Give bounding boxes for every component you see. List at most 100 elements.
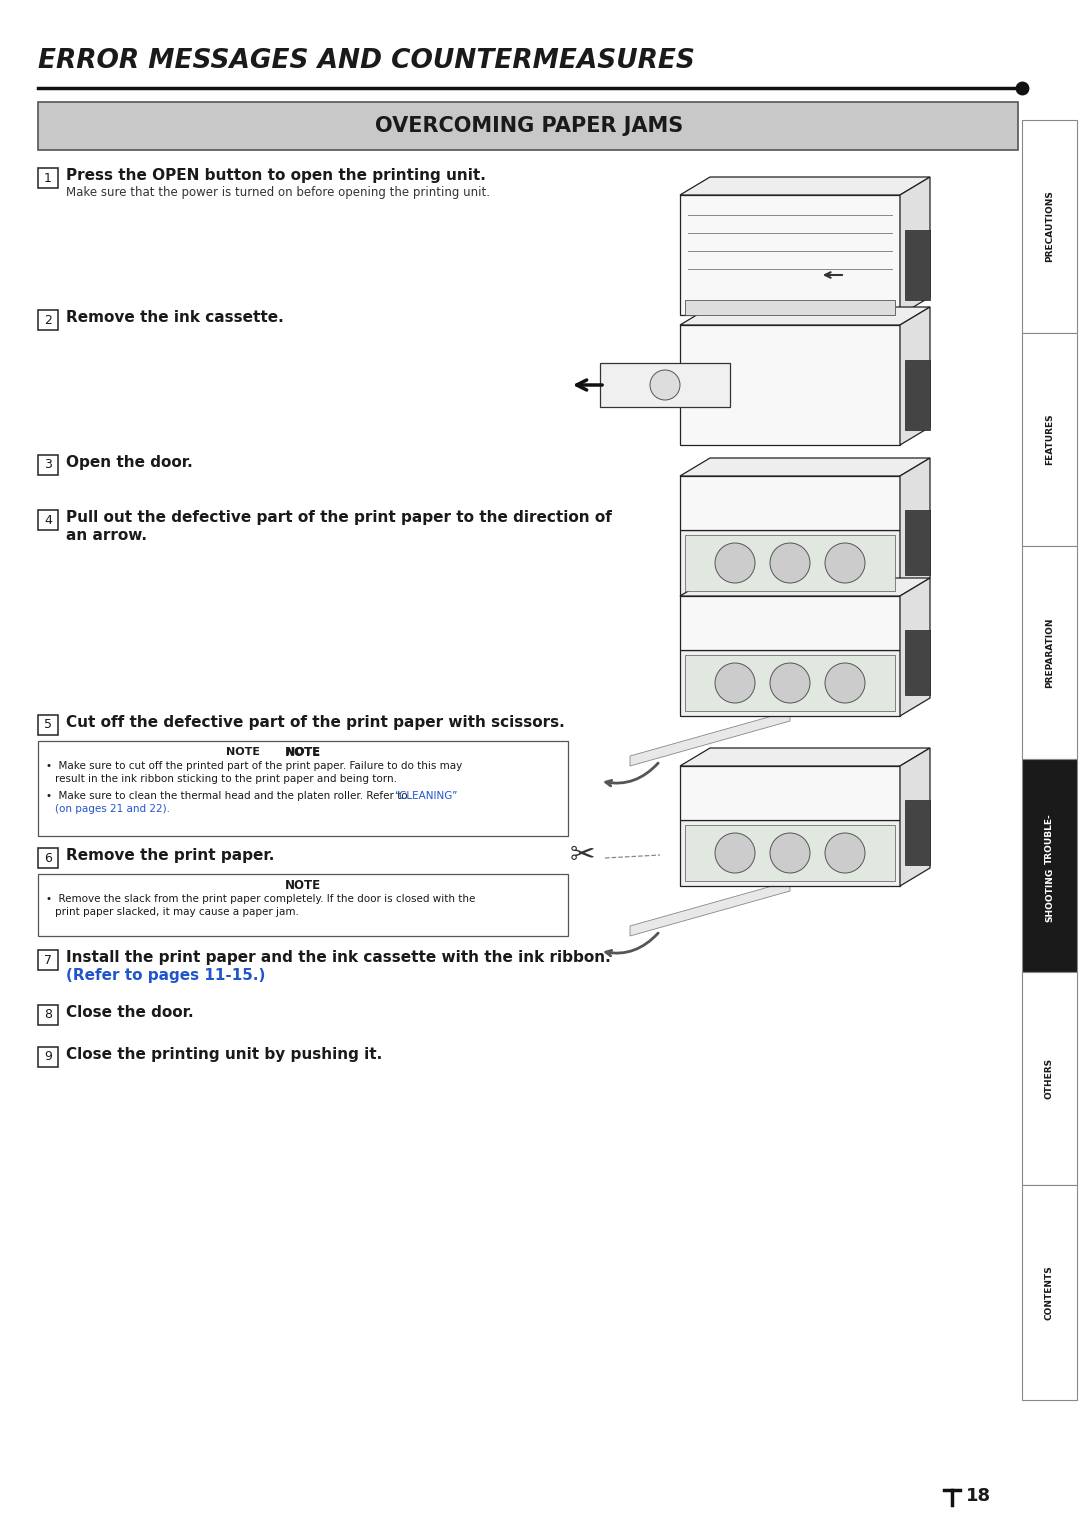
Text: •  Remove the slack from the print paper completely. If the door is closed with : • Remove the slack from the print paper … [46, 893, 475, 904]
Text: 6: 6 [44, 852, 52, 864]
Text: 8: 8 [44, 1008, 52, 1022]
Bar [38, 715, 58, 734]
Bar [38, 847, 58, 867]
Bar [905, 360, 930, 431]
Text: 9: 9 [44, 1051, 52, 1063]
Bar [680, 530, 900, 596]
Text: Pull out the defective part of the print paper to the direction of: Pull out the defective part of the print… [66, 510, 612, 525]
Text: •  Make sure to clean the thermal head and the platen roller. Refer to: • Make sure to clean the thermal head an… [46, 791, 410, 802]
Bar [905, 800, 930, 864]
Text: (on pages 21 and 22).: (on pages 21 and 22). [55, 805, 170, 814]
Bar [680, 195, 900, 315]
Bar [905, 231, 930, 299]
Bar [685, 299, 895, 315]
Polygon shape [630, 881, 789, 936]
Circle shape [770, 663, 810, 702]
Text: CONTENTS: CONTENTS [1045, 1266, 1054, 1319]
Text: Install the print paper and the ink cassette with the ink ribbon.: Install the print paper and the ink cass… [66, 950, 611, 965]
Bar [38, 455, 58, 475]
Text: PRECAUTIONS: PRECAUTIONS [1045, 191, 1054, 263]
Bar [38, 168, 58, 188]
Text: ERROR MESSAGES AND COUNTERMEASURES: ERROR MESSAGES AND COUNTERMEASURES [38, 47, 694, 73]
Text: Cut off the defective part of the print paper with scissors.: Cut off the defective part of the print … [66, 715, 565, 730]
Text: 4: 4 [44, 513, 52, 527]
Bar [680, 325, 900, 444]
Bar [680, 596, 900, 651]
Text: NOTE: NOTE [285, 880, 321, 892]
Circle shape [650, 370, 680, 400]
Text: NOTE: NOTE [286, 747, 320, 757]
Polygon shape [630, 712, 789, 767]
Polygon shape [900, 307, 930, 444]
Text: FEATURES: FEATURES [1045, 414, 1054, 466]
Bar [1022, 973, 1077, 1185]
Bar [905, 510, 930, 576]
Text: Close the door.: Close the door. [66, 1005, 193, 1020]
Bar [1022, 1185, 1077, 1400]
Text: 3: 3 [44, 458, 52, 472]
Circle shape [715, 834, 755, 873]
Bar [38, 1048, 58, 1067]
Text: Remove the ink cassette.: Remove the ink cassette. [66, 310, 284, 325]
Text: (Refer to pages 11-15.): (Refer to pages 11-15.) [66, 968, 266, 983]
Text: 7: 7 [44, 953, 52, 967]
Text: 18: 18 [966, 1487, 991, 1506]
Bar [38, 741, 568, 835]
Bar [38, 1005, 58, 1025]
Text: NOTE: NOTE [226, 747, 260, 757]
Bar [685, 655, 895, 712]
Bar [38, 102, 1018, 150]
Bar [1022, 121, 1077, 333]
Text: Press the OPEN button to open the printing unit.: Press the OPEN button to open the printi… [66, 168, 486, 183]
Text: •  Make sure to cut off the printed part of the print paper. Failure to do this : • Make sure to cut off the printed part … [46, 760, 462, 771]
Bar [680, 651, 900, 716]
Text: PREPARATION: PREPARATION [1045, 617, 1054, 687]
Circle shape [825, 544, 865, 583]
Circle shape [715, 544, 755, 583]
Bar [38, 510, 58, 530]
Polygon shape [900, 579, 930, 716]
Text: “CLEANING”: “CLEANING” [394, 791, 457, 802]
Bar [38, 310, 58, 330]
Polygon shape [680, 307, 930, 325]
Bar [685, 825, 895, 881]
Bar [38, 873, 568, 936]
Text: Make sure that the power is turned on before opening the printing unit.: Make sure that the power is turned on be… [66, 186, 490, 199]
Text: Close the printing unit by pushing it.: Close the printing unit by pushing it. [66, 1048, 382, 1061]
Polygon shape [680, 579, 930, 596]
Text: NOTE: NOTE [285, 747, 321, 759]
Text: SHOOTING: SHOOTING [1045, 867, 1054, 922]
Bar [1022, 333, 1077, 547]
Text: 1: 1 [44, 171, 52, 185]
Bar [680, 476, 900, 530]
Circle shape [770, 544, 810, 583]
Polygon shape [900, 748, 930, 886]
Bar [905, 631, 930, 695]
Bar [1022, 547, 1077, 759]
Text: 2: 2 [44, 313, 52, 327]
Bar [680, 820, 900, 886]
Circle shape [770, 834, 810, 873]
Text: result in the ink ribbon sticking to the print paper and being torn.: result in the ink ribbon sticking to the… [55, 774, 397, 783]
Text: print paper slacked, it may cause a paper jam.: print paper slacked, it may cause a pape… [55, 907, 299, 918]
Bar [680, 767, 900, 820]
Polygon shape [680, 458, 930, 476]
Text: 5: 5 [44, 719, 52, 731]
Text: OTHERS: OTHERS [1045, 1058, 1054, 1099]
Circle shape [715, 663, 755, 702]
Text: Remove the print paper.: Remove the print paper. [66, 847, 274, 863]
Polygon shape [900, 458, 930, 596]
Bar [38, 950, 58, 970]
Text: OVERCOMING PAPER JAMS: OVERCOMING PAPER JAMS [375, 116, 684, 136]
Polygon shape [900, 177, 930, 315]
Circle shape [825, 834, 865, 873]
Polygon shape [680, 177, 930, 195]
Text: an arrow.: an arrow. [66, 528, 147, 544]
Bar [1022, 759, 1077, 973]
Text: Open the door.: Open the door. [66, 455, 192, 470]
Bar [685, 534, 895, 591]
Circle shape [825, 663, 865, 702]
Polygon shape [680, 748, 930, 767]
Text: TROUBLE-: TROUBLE- [1045, 812, 1054, 863]
Text: ✂: ✂ [570, 840, 595, 869]
